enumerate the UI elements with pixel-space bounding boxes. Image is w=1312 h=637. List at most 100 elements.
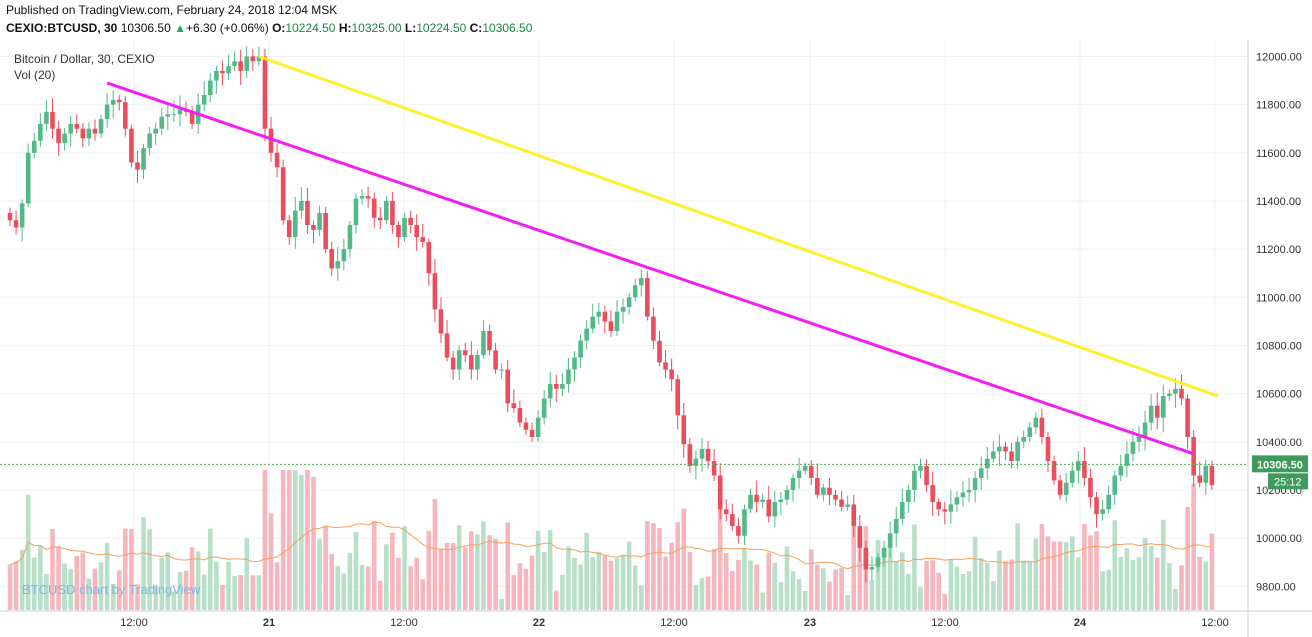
volume-ma-line [9,521,1212,570]
candle-body [590,316,596,329]
candle-body [1027,427,1033,437]
volume-bar [1100,571,1105,610]
time-tick-label: 22 [533,617,545,629]
candle-body [244,56,250,71]
volume-bar [954,566,960,610]
volume-bar [1167,563,1172,610]
volume-bar [244,538,250,610]
candle-body [833,494,838,500]
candle-body [377,217,383,221]
candle-body [687,444,693,466]
volume-bar [505,522,511,610]
candle-body [214,70,219,81]
price-tick-label: 10000.00 [1256,533,1302,545]
volume-bar [584,532,589,610]
volume-bar [1185,506,1190,610]
candle-body [802,465,808,471]
candle-body [614,311,620,332]
volume-bar [110,583,116,610]
candle-body [966,489,972,493]
candle-body [1161,396,1166,418]
volume-bar [402,526,407,610]
candle-body [402,217,407,238]
published-line: Published on TradingView.com, February 2… [6,3,338,17]
volume-bar [912,524,917,610]
candle-body [887,533,893,548]
candle-body [632,285,638,298]
volume-bar [7,564,13,610]
candle-body [742,509,747,536]
candle-body [1100,509,1105,515]
volume-bar [742,548,747,610]
volume-bar [25,494,31,610]
candle-body [535,417,541,437]
volume-bar [1148,545,1154,610]
candle-body [699,449,705,459]
volume-bar [135,584,140,610]
time-tick-label: 12:00 [660,617,688,629]
candle-body [1045,436,1051,462]
candle-body [730,514,735,527]
volume-bar [1179,565,1184,610]
candle-body [560,384,565,389]
tradingview-watermark[interactable]: BTCUSD chart by TradingView [22,582,201,597]
candle-body [123,102,128,129]
volume-bar [1045,536,1051,610]
volume-bar [881,549,887,610]
candle-body [839,499,844,507]
volume-bar [44,573,49,610]
candle-body [1051,461,1057,481]
candle-body [450,357,456,370]
candle-body [608,321,614,332]
series-title: Bitcoin / Dollar, 30, CEXIO [14,52,155,66]
candle-body [1124,453,1130,466]
candle-body [554,384,559,389]
volume-bar [918,587,923,610]
price-chart[interactable]: 9800.0010000.0010200.0010400.0010600.001… [0,40,1312,637]
volume-bar [141,517,146,610]
chart-header: Published on TradingView.com, February 2… [0,0,1312,40]
time-tick-label: 12:00 [1201,617,1229,629]
volume-bar [663,556,668,610]
candle-body [972,477,978,490]
volume-bar [1118,557,1124,610]
volume-bar [238,575,243,610]
candle-body [736,526,741,536]
volume-bar [845,595,850,610]
candle-body [918,465,923,471]
candle-body [566,369,571,385]
candle-body [341,249,347,262]
volume-bar [608,560,614,610]
volume-bar [984,563,990,610]
volume-bar [226,561,231,610]
volume-bar [13,561,19,610]
last-price-tag-text: 10306.50 [1257,459,1303,471]
candle-body [274,152,280,168]
volume-bar [1021,560,1026,610]
volume-bar [311,476,316,610]
candle-body [863,547,869,570]
price-axis [1248,40,1312,637]
candle-body [456,350,462,370]
time-tick-label: 12:00 [120,617,148,629]
volume-bar [578,564,583,610]
candle-body [499,369,504,371]
candle-body [487,331,492,351]
candle-body [675,379,680,416]
volume-bar [280,470,286,610]
volume-bar [19,549,25,610]
candle-body [426,241,432,274]
candle-body [50,111,55,129]
candle-body [784,489,790,500]
change-arrow-icon: ▲ [174,21,186,35]
candle-body [906,489,911,503]
candle-body [317,213,322,230]
volume-bar [323,526,328,610]
volume-bar [487,535,492,610]
volume-bar [614,558,620,610]
last-price-tag [1252,455,1308,473]
candle-body [626,297,632,307]
volume-bar [1057,541,1063,610]
candle-body [256,56,262,62]
candle-body [681,415,687,445]
